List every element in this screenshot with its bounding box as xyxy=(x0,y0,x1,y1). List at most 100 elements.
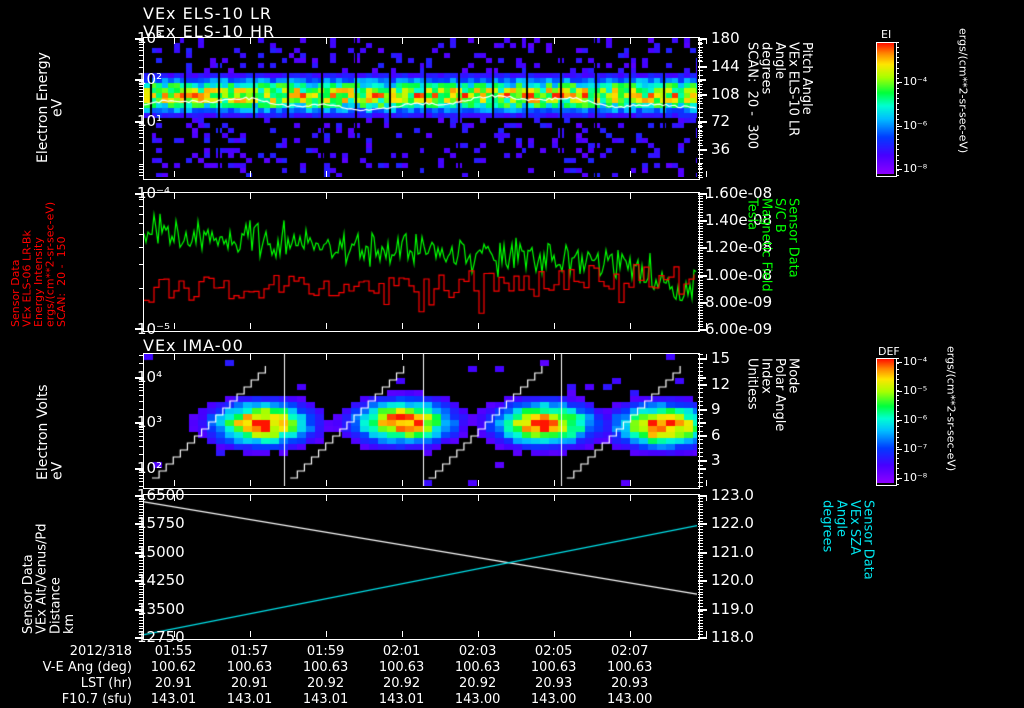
axis-tick-mark xyxy=(698,158,703,159)
axis-tick-mark xyxy=(139,577,143,578)
axis-tick-mark xyxy=(630,354,631,360)
axis-tick-label: 10⁻⁸ xyxy=(903,162,928,175)
axis-tick-mark xyxy=(139,509,143,510)
axis-tick-mark xyxy=(139,234,143,235)
axis-tick-mark xyxy=(139,199,143,200)
axis-tick-mark xyxy=(896,374,899,375)
axis-tick-mark xyxy=(174,193,175,199)
axis-tick-mark xyxy=(896,88,899,89)
axis-tick-mark xyxy=(139,81,143,82)
panel4-right-label: Sensor Data VEx SZA Angle degrees xyxy=(819,500,876,580)
axis-tick-mark xyxy=(698,468,706,470)
axis-tick-mark xyxy=(698,245,703,246)
axis-tick-mark xyxy=(896,93,899,94)
axis-tick-mark xyxy=(896,149,899,150)
row-ve-ang-cell: 100.63 xyxy=(454,660,501,675)
axis-tick-mark xyxy=(139,101,143,102)
axis-tick-mark xyxy=(698,121,707,123)
axis-tick-mark xyxy=(698,38,707,40)
axis-tick-mark xyxy=(698,498,703,499)
axis-tick-mark xyxy=(139,206,143,207)
axis-tick-mark xyxy=(139,432,143,433)
panel1-right-label: Pitch Angle VEx ELS-10 LR Angle degrees … xyxy=(744,42,815,150)
axis-tick-mark xyxy=(139,84,143,85)
axis-tick-mark xyxy=(698,96,702,97)
colorbar-ei xyxy=(876,42,897,177)
panel3-right-label: Mode Polar Angle Index Unitless xyxy=(744,358,801,432)
axis-tick-mark xyxy=(139,454,143,455)
axis-tick-mark xyxy=(896,103,899,104)
axis-tick-mark xyxy=(139,86,143,87)
axis-tick-mark xyxy=(139,427,143,428)
axis-tick-mark xyxy=(698,223,703,224)
axis-tick-mark xyxy=(402,495,403,501)
axis-tick-mark xyxy=(698,283,703,284)
axis-tick-mark xyxy=(478,495,479,501)
axis-tick-mark xyxy=(135,422,143,424)
axis-tick-mark xyxy=(698,631,703,632)
axis-tick-mark xyxy=(698,123,702,124)
axis-tick-mark xyxy=(139,620,143,621)
axis-tick-mark xyxy=(698,384,707,386)
axis-tick-mark xyxy=(896,426,899,427)
axis-tick-mark xyxy=(896,52,899,53)
axis-tick-mark xyxy=(139,47,143,48)
axis-tick-mark xyxy=(139,384,143,385)
axis-tick-label: 10⁻⁸ xyxy=(903,471,928,485)
axis-tick-mark xyxy=(698,101,702,102)
axis-tick-mark xyxy=(698,137,702,138)
axis-tick-mark xyxy=(698,145,703,146)
axis-tick-mark xyxy=(698,592,703,593)
axis-tick-mark xyxy=(698,315,703,316)
axis-tick-mark xyxy=(698,526,703,527)
axis-tick-mark xyxy=(706,171,707,177)
axis-tick-mark xyxy=(402,323,403,329)
axis-tick-mark xyxy=(139,563,143,564)
axis-tick-label: 10⁻⁴ xyxy=(903,74,928,88)
axis-tick-mark xyxy=(698,149,707,151)
axis-tick-mark xyxy=(698,555,703,556)
axis-tick-mark xyxy=(135,637,143,639)
axis-tick-label: 120.0 xyxy=(711,571,754,590)
axis-tick-mark xyxy=(896,420,902,422)
axis-tick-mark xyxy=(698,623,703,624)
ima-spectrogram-panel xyxy=(143,353,700,489)
axis-tick-label: 1.00e-08 xyxy=(705,265,773,284)
axis-tick-mark xyxy=(896,82,902,84)
axis-tick-mark xyxy=(139,634,143,635)
axis-tick-mark xyxy=(139,50,143,51)
axis-tick-mark xyxy=(174,480,175,486)
row-time-cell: 01:57 xyxy=(230,644,269,659)
axis-tick-mark xyxy=(139,133,143,134)
axis-tick-mark xyxy=(698,518,703,519)
axis-tick-mark xyxy=(698,269,703,270)
axis-tick-mark xyxy=(698,512,703,513)
panel3-y-label: Electron Volts eV xyxy=(35,384,66,480)
axis-tick-mark xyxy=(326,193,327,199)
axis-tick-mark xyxy=(698,501,703,502)
axis-tick-mark xyxy=(139,150,143,151)
panel2-left-label: Sensor Data VEx ELS-06 LR-Bk Energy Inte… xyxy=(9,201,69,327)
axis-tick-mark xyxy=(478,38,479,44)
axis-tick-mark xyxy=(698,57,703,58)
axis-tick-mark xyxy=(139,214,143,215)
axis-tick-mark xyxy=(698,473,703,474)
axis-tick-mark xyxy=(402,354,403,360)
axis-tick-mark xyxy=(698,506,703,507)
row-time-cell: 01:59 xyxy=(306,644,345,659)
axis-tick-mark xyxy=(139,55,143,56)
axis-tick-mark xyxy=(698,60,702,61)
axis-tick-mark xyxy=(402,38,403,44)
axis-tick-mark xyxy=(896,437,899,438)
panel1-title-lr: VEx ELS-10 LR xyxy=(143,4,273,23)
axis-tick-mark xyxy=(139,247,143,248)
axis-tick-mark xyxy=(139,475,143,476)
axis-tick-mark xyxy=(698,133,702,134)
axis-tick-mark xyxy=(896,449,902,451)
axis-tick-mark xyxy=(139,387,143,388)
axis-tick-label: 144 xyxy=(711,56,740,75)
axis-tick-mark xyxy=(896,416,899,417)
axis-tick-mark xyxy=(698,637,707,639)
row-lst-cell: 20.92 xyxy=(459,676,497,691)
